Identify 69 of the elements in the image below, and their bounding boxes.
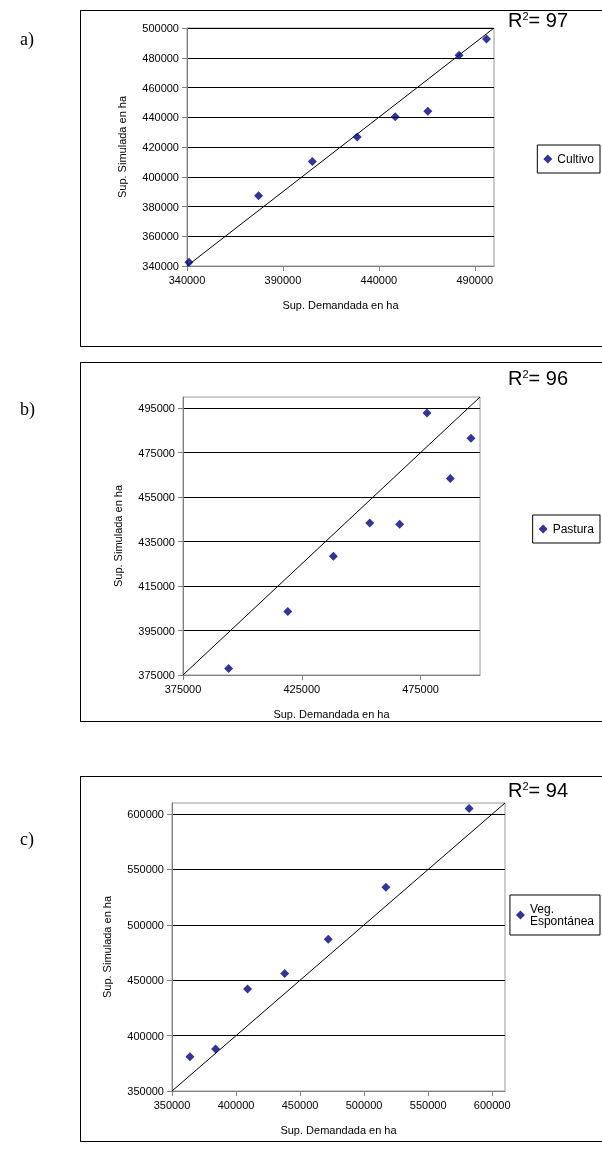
y-tick-label: 480000 bbox=[142, 51, 179, 64]
x-tick-label: 390000 bbox=[264, 273, 302, 286]
y-tick-label: 350000 bbox=[127, 1085, 164, 1097]
y-axis-title: Sup. Simulada en ha bbox=[111, 484, 124, 588]
point bbox=[283, 606, 293, 616]
y-tick-label: 600000 bbox=[127, 808, 164, 821]
point bbox=[365, 518, 375, 528]
x-axis-title: Sup. Demandada en ha bbox=[280, 1123, 398, 1136]
point bbox=[482, 34, 492, 44]
y-axis-title: Sup. Simulada en ha bbox=[115, 95, 128, 199]
y-tick-label: 495000 bbox=[138, 402, 175, 415]
x-tick-label: 400000 bbox=[217, 1098, 255, 1111]
point bbox=[466, 433, 476, 443]
y-tick-label: 450000 bbox=[127, 974, 164, 987]
y-tick-label: 360000 bbox=[142, 230, 179, 243]
y-tick-label: 380000 bbox=[142, 200, 179, 213]
y-tick-label: 475000 bbox=[138, 446, 175, 459]
point bbox=[211, 1044, 221, 1054]
y-tick-label: 460000 bbox=[142, 81, 179, 94]
y-axis-title: Sup. Simulada en ha bbox=[100, 895, 113, 999]
text: a) bbox=[20, 29, 34, 50]
point bbox=[243, 984, 253, 994]
x-tick-label: 490000 bbox=[456, 273, 494, 286]
x-axis-title: Sup. Demandada en ha bbox=[273, 707, 391, 720]
point bbox=[254, 191, 264, 201]
y-tick-label: 415000 bbox=[138, 580, 175, 593]
x-axis-title: Sup. Demandada en ha bbox=[282, 298, 400, 311]
y-tick-label: 455000 bbox=[138, 491, 175, 504]
y-tick-label: 435000 bbox=[138, 535, 175, 548]
point bbox=[307, 157, 317, 167]
point bbox=[445, 473, 455, 483]
y-tick-label: 340000 bbox=[142, 260, 179, 272]
x-tick-label: 450000 bbox=[281, 1098, 319, 1111]
point bbox=[454, 50, 464, 60]
x-tick-label: 440000 bbox=[360, 273, 398, 286]
x-tick-label: 340000 bbox=[168, 273, 206, 286]
point bbox=[381, 882, 391, 892]
y-tick-label: 500000 bbox=[142, 22, 179, 34]
x-tick-label: 550000 bbox=[409, 1098, 447, 1111]
x-tick-label: 600000 bbox=[473, 1098, 511, 1111]
point bbox=[352, 132, 362, 142]
legend-label: Veg. Espontánea bbox=[529, 902, 595, 928]
y-tick-label: 550000 bbox=[127, 863, 164, 876]
y-tick-label: 440000 bbox=[142, 111, 179, 124]
point bbox=[395, 519, 405, 529]
point bbox=[328, 551, 338, 561]
point bbox=[224, 664, 234, 674]
point bbox=[423, 106, 433, 116]
point bbox=[280, 969, 290, 979]
text: c) bbox=[20, 829, 34, 850]
y-tick-label: 500000 bbox=[127, 918, 164, 931]
y-tick-label: 375000 bbox=[138, 669, 175, 681]
legend-label: Pastura bbox=[552, 522, 595, 536]
text: b) bbox=[20, 399, 35, 420]
x-tick-label: 500000 bbox=[345, 1098, 383, 1111]
point bbox=[390, 112, 400, 122]
x-tick-label: 375000 bbox=[164, 682, 202, 695]
y-tick-label: 400000 bbox=[127, 1029, 164, 1042]
y-tick-label: 400000 bbox=[142, 170, 179, 183]
point bbox=[185, 1052, 195, 1062]
point bbox=[323, 934, 333, 944]
y-tick-label: 395000 bbox=[138, 624, 175, 637]
x-tick-label: 350000 bbox=[153, 1098, 191, 1111]
x-tick-label: 475000 bbox=[402, 682, 439, 695]
point bbox=[464, 804, 474, 814]
x-tick-label: 425000 bbox=[283, 682, 321, 695]
y-tick-label: 420000 bbox=[142, 141, 179, 153]
legend-label: Cultivo bbox=[557, 152, 595, 166]
point bbox=[422, 408, 432, 418]
